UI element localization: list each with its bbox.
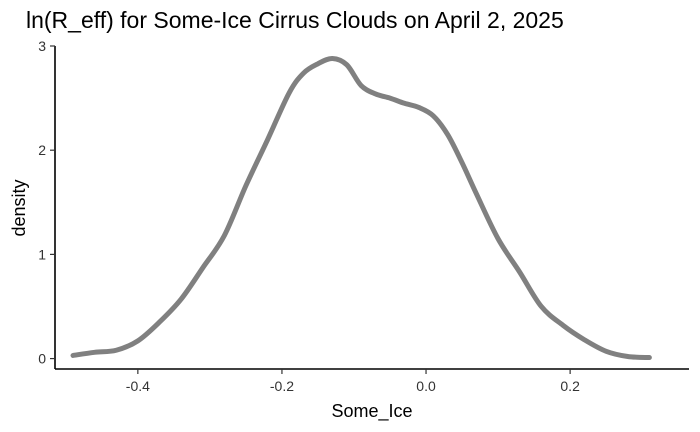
chart-title: ln(R_eff) for Some-Ice Cirrus Clouds on …: [26, 7, 564, 33]
x-tick-label: 0.2: [560, 378, 580, 394]
x-axis-ticks: -0.4 -0.2 0.0 0.2: [126, 369, 580, 394]
x-tick-label: -0.2: [270, 378, 294, 394]
y-tick-label: 0: [38, 351, 46, 367]
x-tick-label: -0.4: [126, 378, 150, 394]
y-tick-label: 3: [38, 38, 46, 54]
y-axis-title: density: [9, 179, 29, 236]
x-tick-label: 0.0: [416, 378, 436, 394]
y-tick-label: 2: [38, 142, 46, 158]
density-curve-0: [70, 56, 652, 361]
plot-area: [70, 56, 652, 361]
x-axis-title: Some_Ice: [331, 401, 412, 422]
y-tick-label: 1: [38, 246, 46, 262]
y-axis-ticks: 0 1 2 3: [38, 38, 55, 367]
